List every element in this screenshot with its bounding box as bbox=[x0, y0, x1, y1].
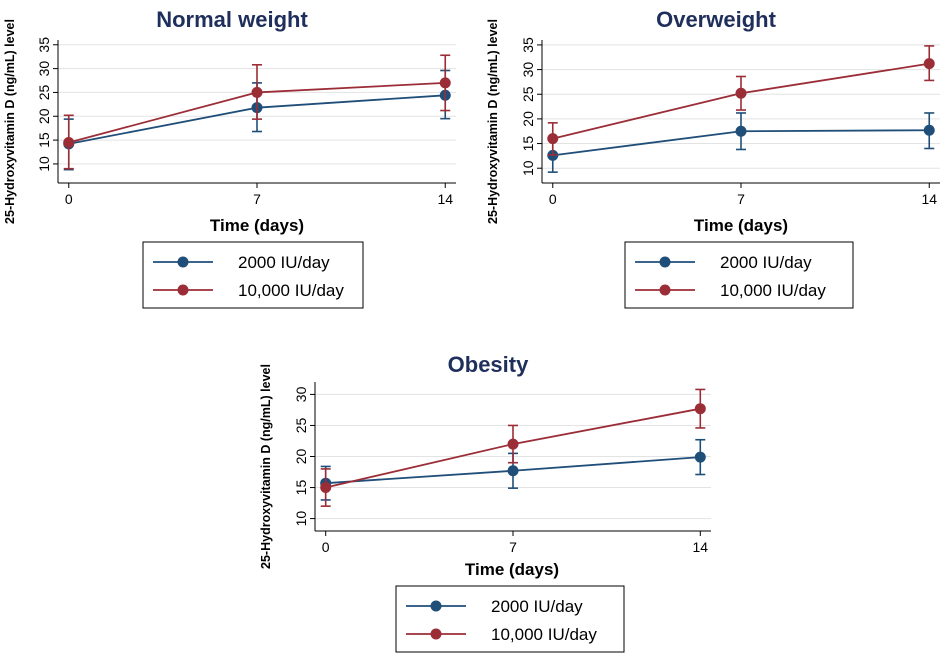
legend-label: 10,000 IU/day bbox=[491, 625, 597, 644]
legend-box bbox=[395, 585, 625, 653]
legend-label: 2000 IU/day bbox=[720, 253, 812, 272]
legend-marker bbox=[659, 284, 671, 296]
y-tick-label: 10 bbox=[36, 156, 52, 172]
chart-title: Overweight bbox=[656, 7, 776, 32]
data-point bbox=[63, 136, 75, 148]
legend-item-10000: 10,000 IU/day bbox=[635, 281, 826, 300]
chart-panel-2: 10 15 20 25 30 35 0 7 14 Overweight Time (days) 25-… bbox=[486, 7, 940, 309]
data-point bbox=[251, 86, 263, 98]
data-point bbox=[694, 451, 706, 463]
y-tick-label: 25 bbox=[520, 86, 536, 102]
chart-panel-1: 10 15 20 25 30 35 0 7 14 Normal weight Time (days)… bbox=[3, 7, 456, 309]
y-axis-label: 25-Hydroxyvitamin D (ng/mL) level bbox=[259, 364, 273, 569]
legend-marker bbox=[177, 256, 189, 268]
y-tick-label: 20 bbox=[520, 111, 536, 127]
data-point bbox=[439, 77, 451, 89]
y-tick-label: 30 bbox=[520, 62, 536, 78]
chart-title: Normal weight bbox=[156, 7, 308, 32]
legend-marker bbox=[177, 284, 189, 296]
y-axis-label: 25-Hydroxyvitamin D (ng/mL) level bbox=[3, 19, 17, 224]
x-axis-label: Time (days) bbox=[694, 216, 788, 235]
chart-title: Obesity bbox=[448, 352, 529, 377]
data-point bbox=[694, 403, 706, 415]
x-tick-label: 14 bbox=[921, 191, 937, 207]
y-tick-label: 10 bbox=[293, 511, 309, 527]
y-tick-label: 15 bbox=[36, 132, 52, 148]
x-tick-label: 7 bbox=[737, 191, 745, 207]
legend-box bbox=[624, 241, 854, 309]
legend: 2000 IU/day 10,000 IU/day bbox=[142, 241, 364, 309]
legend-label: 2000 IU/day bbox=[491, 597, 583, 616]
x-tick-label: 7 bbox=[509, 539, 517, 555]
x-tick-label: 0 bbox=[549, 191, 557, 207]
data-point bbox=[507, 438, 519, 450]
y-tick-label: 20 bbox=[293, 449, 309, 465]
data-point bbox=[923, 58, 935, 70]
legend-item-10000: 10,000 IU/day bbox=[153, 281, 344, 300]
legend-label: 10,000 IU/day bbox=[238, 281, 344, 300]
legend: 2000 IU/day 10,000 IU/day bbox=[395, 585, 625, 653]
legend-box bbox=[142, 241, 364, 309]
y-tick-label: 20 bbox=[36, 108, 52, 124]
legend-item-2000: 2000 IU/day bbox=[406, 597, 583, 616]
data-point bbox=[735, 125, 747, 137]
series-10000 bbox=[547, 45, 935, 156]
legend-marker bbox=[430, 628, 442, 640]
legend-label: 2000 IU/day bbox=[238, 253, 330, 272]
y-tick-label: 25 bbox=[293, 417, 309, 433]
series-10000 bbox=[320, 388, 706, 507]
legend: 2000 IU/day 10,000 IU/day bbox=[624, 241, 854, 309]
x-axis-label: Time (days) bbox=[465, 560, 559, 579]
legend-marker bbox=[659, 256, 671, 268]
data-point bbox=[547, 133, 559, 145]
y-tick-label: 15 bbox=[520, 136, 536, 152]
y-tick-label: 15 bbox=[293, 480, 309, 496]
x-tick-label: 14 bbox=[437, 191, 453, 207]
data-point bbox=[735, 87, 747, 99]
data-point bbox=[923, 124, 935, 136]
x-axis-label: Time (days) bbox=[210, 216, 304, 235]
y-tick-label: 35 bbox=[520, 37, 536, 53]
data-point bbox=[507, 465, 519, 477]
legend-label: 10,000 IU/day bbox=[720, 281, 826, 300]
legend-item-10000: 10,000 IU/day bbox=[406, 625, 597, 644]
y-tick-label: 30 bbox=[293, 386, 309, 402]
legend-item-2000: 2000 IU/day bbox=[153, 253, 330, 272]
x-tick-label: 0 bbox=[322, 539, 330, 555]
x-tick-label: 14 bbox=[693, 539, 709, 555]
series-2000 bbox=[547, 112, 935, 173]
chart-panel-3: 10 15 20 25 30 0 7 14 Obesity Time (days) 25-Hydro… bbox=[259, 352, 711, 653]
x-tick-label: 0 bbox=[65, 191, 73, 207]
y-tick-label: 25 bbox=[36, 84, 52, 100]
y-axis-label: 25-Hydroxyvitamin D (ng/mL) level bbox=[486, 19, 500, 224]
y-tick-label: 30 bbox=[36, 61, 52, 77]
data-point bbox=[320, 482, 332, 494]
y-tick-label: 35 bbox=[36, 37, 52, 53]
y-tick-label: 10 bbox=[520, 160, 536, 176]
x-tick-label: 7 bbox=[253, 191, 261, 207]
legend-item-2000: 2000 IU/day bbox=[635, 253, 812, 272]
legend-marker bbox=[430, 600, 442, 612]
series-10000 bbox=[63, 54, 451, 170]
